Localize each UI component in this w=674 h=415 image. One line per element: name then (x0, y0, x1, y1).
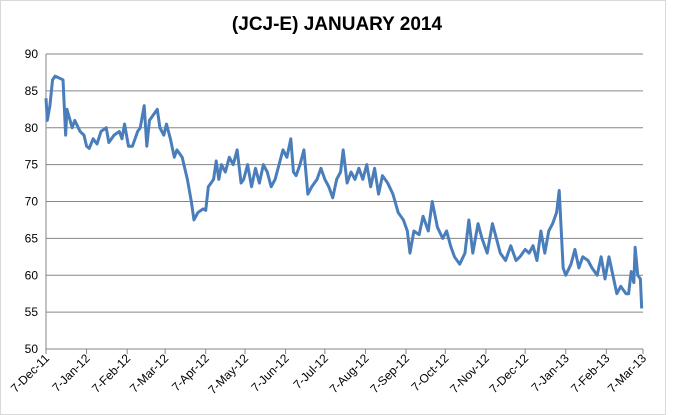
y-tick-label: 50 (25, 342, 39, 356)
y-tick-label: 55 (25, 305, 39, 319)
y-tick-label: 75 (25, 158, 39, 172)
y-tick-label: 70 (25, 195, 39, 209)
data-line (44, 74, 644, 309)
y-tick-label: 65 (25, 231, 39, 245)
y-tick-label: 85 (25, 84, 39, 98)
y-tick-label: 80 (25, 121, 39, 135)
y-tick-label: 60 (25, 268, 39, 282)
chart-title: (JCJ-E) JANUARY 2014 (232, 14, 443, 35)
y-tick-label: 90 (25, 47, 39, 61)
